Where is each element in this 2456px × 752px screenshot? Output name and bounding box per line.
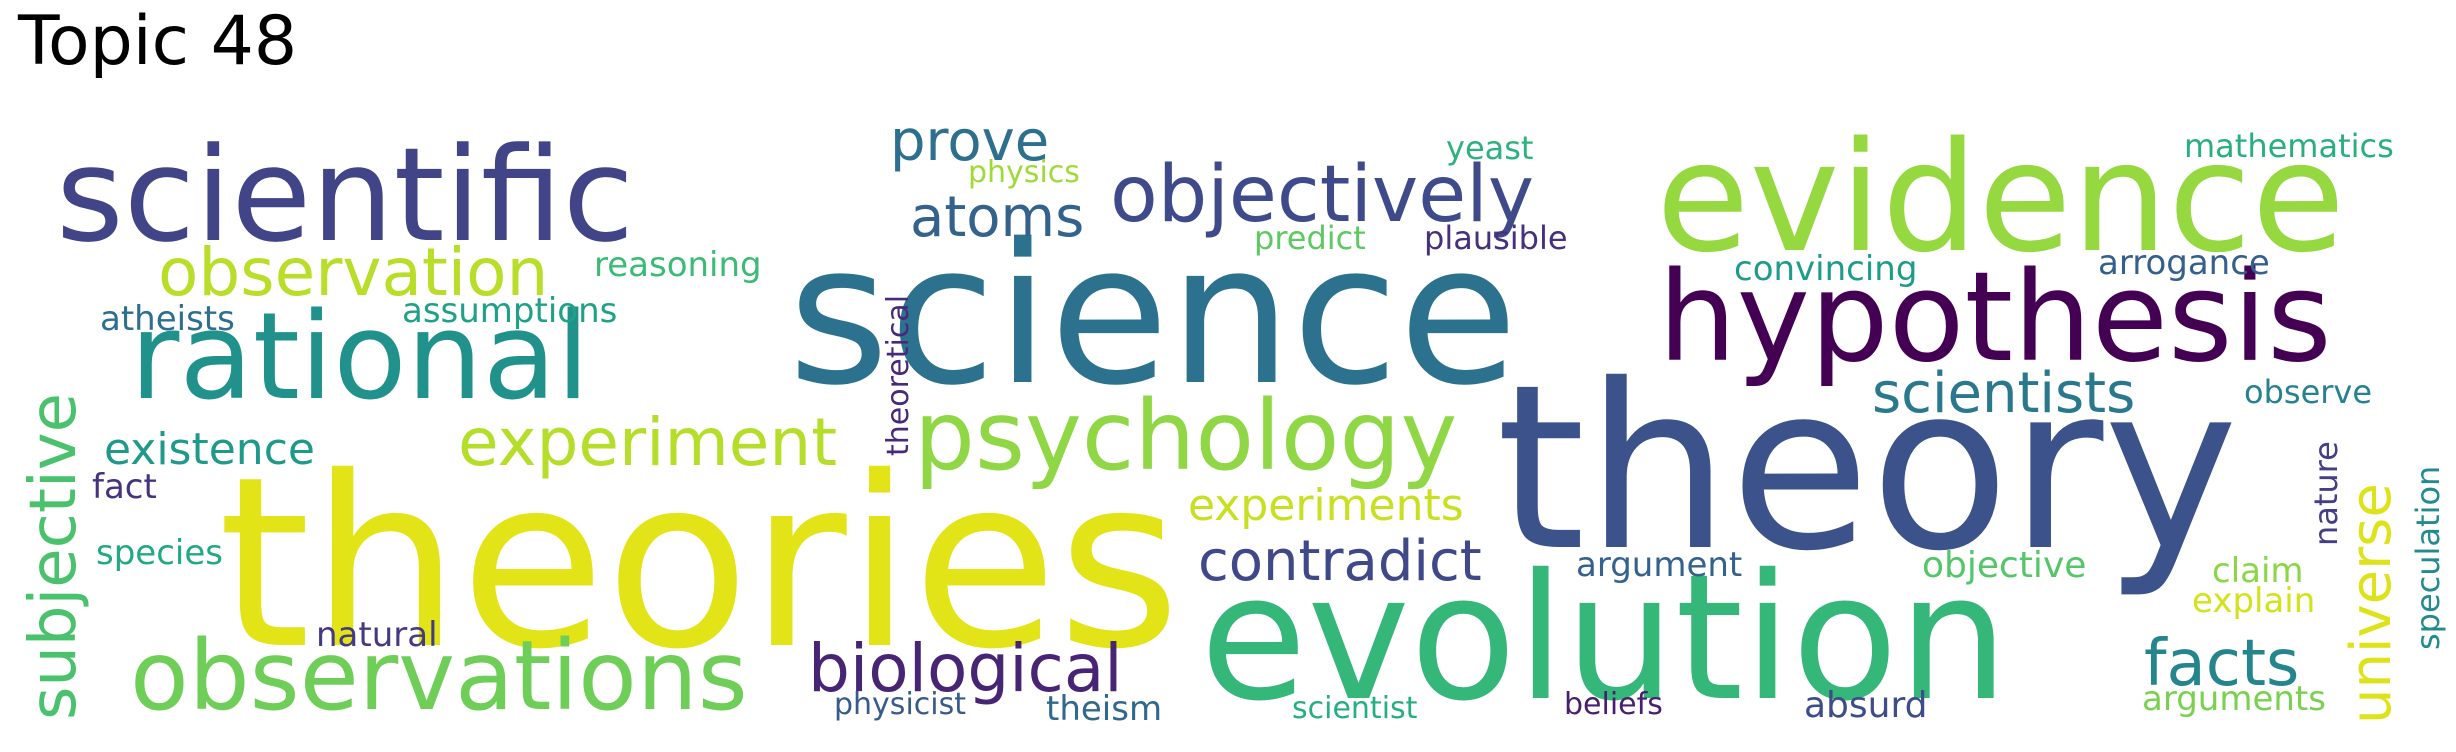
word-mathematics: mathematics — [2184, 127, 2394, 165]
word-atoms: atoms — [910, 185, 1085, 250]
word-facts: facts — [2144, 627, 2300, 701]
word-physics: physics — [968, 155, 1080, 190]
word-experiments: experiments — [1188, 480, 1464, 531]
word-nature: nature — [2307, 441, 2345, 546]
word-prove: prove — [890, 109, 1050, 174]
word-evidence: evidence — [1656, 109, 2346, 286]
word-species: species — [96, 533, 223, 573]
word-subjective: subjective — [17, 393, 91, 720]
word-beliefs: beliefs — [1564, 687, 1663, 722]
word-yeast: yeast — [1446, 129, 1534, 167]
word-theory: theory — [1496, 335, 2239, 601]
word-reasoning: reasoning — [594, 245, 762, 285]
word-natural: natural — [316, 615, 438, 655]
word-universe: universe — [2339, 483, 2404, 724]
word-scientific: scientific — [56, 119, 635, 271]
word-scientist: scientist — [1292, 691, 1418, 726]
word-rational: rational — [130, 288, 590, 427]
word-speculation: speculation — [2409, 465, 2447, 650]
word-arrogance: arrogance — [2098, 243, 2270, 283]
word-plausible: plausible — [1424, 219, 1568, 257]
word-convincing: convincing — [1734, 249, 1918, 289]
word-physicist: physicist — [834, 687, 966, 722]
word-objectively: objectively — [1110, 150, 1535, 240]
word-arguments: arguments — [2142, 679, 2326, 719]
word-observe: observe — [2244, 373, 2373, 411]
word-scientists: scientists — [1872, 361, 2136, 426]
word-absurd: absurd — [1804, 685, 1928, 726]
word-biological: biological — [808, 630, 1123, 707]
word-experiment: experiment — [458, 404, 838, 481]
word-assumptions: assumptions — [402, 291, 618, 331]
word-existence: existence — [104, 424, 315, 475]
word-contradict: contradict — [1198, 529, 1482, 594]
word-fact: fact — [92, 467, 157, 507]
word-evolution: evolution — [1200, 537, 2009, 740]
word-science: science — [788, 202, 1518, 428]
word-objective: objective — [1922, 545, 2087, 586]
word-observations: observations — [130, 620, 748, 732]
word-explain: explain — [2192, 581, 2316, 621]
word-predict: predict — [1254, 219, 1366, 257]
word-theism: theism — [1046, 689, 1163, 729]
word-argument: argument — [1576, 545, 1743, 585]
word-hypothesis: hypothesis — [1658, 246, 2332, 390]
word-theoretical: theoretical — [881, 294, 916, 456]
word-atheists: atheists — [100, 299, 235, 339]
word-observation: observation — [158, 234, 549, 311]
word-theories: theories — [218, 426, 1181, 701]
word-psychology: psychology — [914, 380, 1458, 492]
page-title: Topic 48 — [18, 2, 298, 81]
word-claim: claim — [2212, 551, 2304, 591]
